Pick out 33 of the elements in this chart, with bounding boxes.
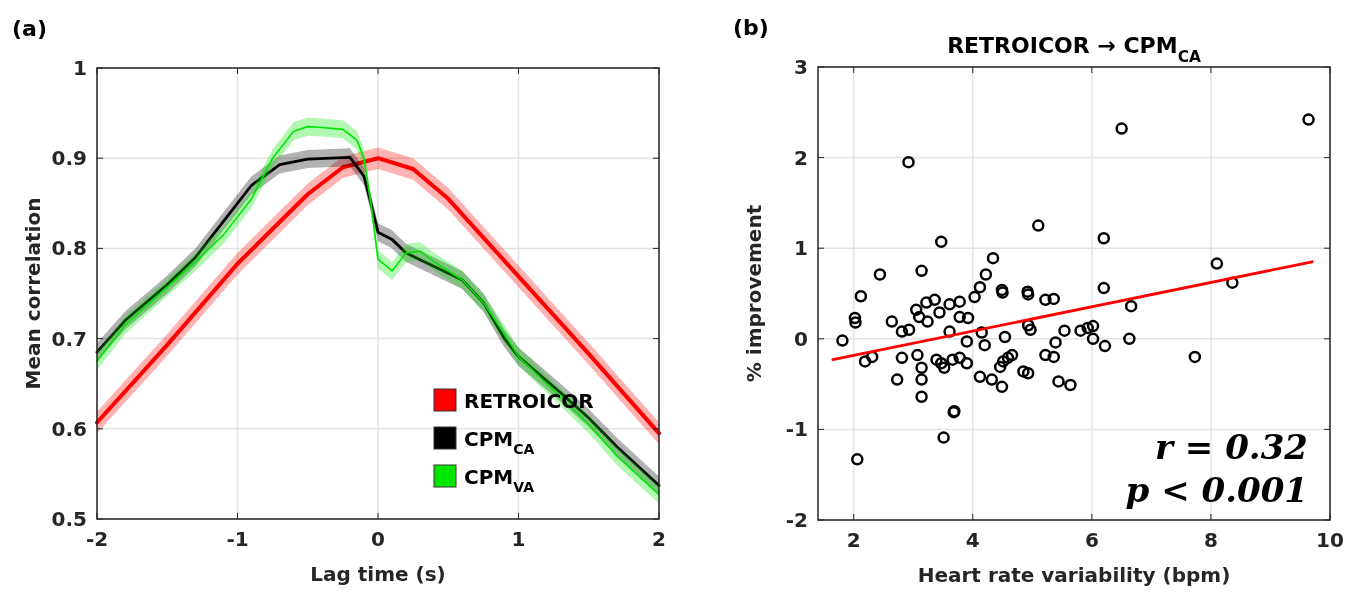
x-tick-label: 0 xyxy=(371,527,385,551)
x-tick-label: 10 xyxy=(1316,528,1344,552)
legend-label: CPM$_{VA}$ xyxy=(464,465,535,495)
y-tick-label: 0.5 xyxy=(51,507,87,531)
y-tick-label: -2 xyxy=(785,508,808,532)
chart-title: RETROICOR → CPM$_{CA}$ xyxy=(947,33,1201,66)
y-tick-label: 0.6 xyxy=(51,416,87,441)
x-tick-label: -1 xyxy=(226,527,249,551)
annotation: r = 0.32 xyxy=(1155,427,1308,467)
x-tick-label: 6 xyxy=(1084,528,1099,552)
text: (b) xyxy=(733,15,769,40)
y-tick-label: 0 xyxy=(794,326,808,351)
x-tick-label: 4 xyxy=(965,528,980,552)
x-axis-title: Lag time (s) xyxy=(310,562,446,586)
x-tick-label: -2 xyxy=(85,527,109,551)
legend-label: CPM$_{CA}$ xyxy=(464,427,535,457)
x-axis-title: Heart rate variability (bpm) xyxy=(917,563,1231,587)
x-tick-label: 2 xyxy=(846,528,861,552)
x-tick-label: 1 xyxy=(511,527,526,551)
y-tick-label: 3 xyxy=(794,55,808,79)
y-axis-title: Mean correlation xyxy=(21,197,45,390)
y-axis-title: % improvement xyxy=(742,204,766,383)
y-tick-label: 0.9 xyxy=(51,146,87,171)
y-tick-label: 0.8 xyxy=(51,236,87,261)
y-tick-label: 2 xyxy=(794,145,808,170)
x-tick-label: 8 xyxy=(1203,528,1218,552)
y-tick-label: 1 xyxy=(794,236,808,261)
annotation: p < 0.001 xyxy=(1125,470,1308,510)
text: (a) xyxy=(12,16,47,41)
y-tick-label: 0.7 xyxy=(51,326,87,351)
y-tick-label: 1 xyxy=(73,56,87,80)
x-tick-label: 2 xyxy=(652,527,666,551)
y-tick-label: -1 xyxy=(785,417,808,442)
